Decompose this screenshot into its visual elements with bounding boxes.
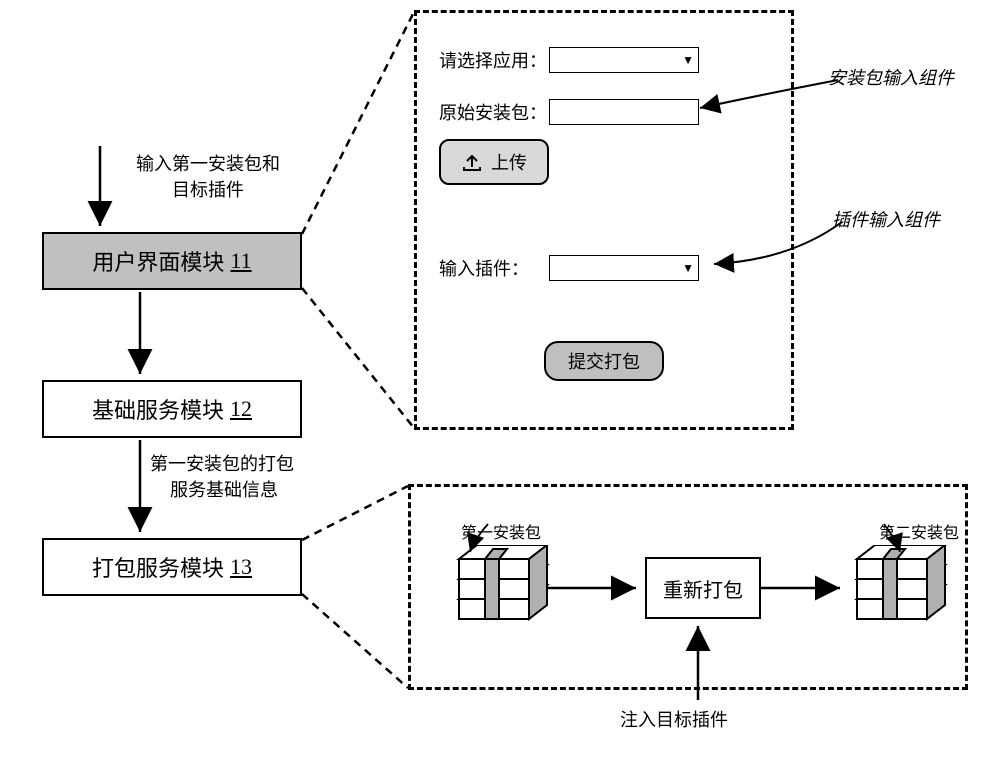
upload-button[interactable]: 上传 xyxy=(439,139,549,185)
pkg1-label: 第一安装包 xyxy=(461,519,541,543)
annot-plugin-input: 插件输入组件 xyxy=(832,206,940,232)
repack-box: 重新打包 xyxy=(645,557,761,619)
chevron-down-icon: ▼ xyxy=(682,53,694,68)
repack-panel: 第一安装包 重新打包 第二安装包 xyxy=(408,484,968,690)
inject-label: 注入目标插件 xyxy=(620,706,728,732)
label-select-app: 请选择应用： xyxy=(439,47,549,73)
label-orig-pkg: 原始安装包： xyxy=(439,99,549,125)
top-input-label: 输入第一安装包和 目标插件 xyxy=(108,150,308,202)
mid-arrow-label: 第一安装包的打包 服务基础信息 xyxy=(150,450,370,502)
row-orig-pkg: 原始安装包： xyxy=(439,99,769,125)
select-plugin-dropdown[interactable]: ▼ xyxy=(549,255,699,281)
module-pack-service: 打包服务模块13 xyxy=(42,538,302,596)
row-plugin: 输入插件： ▼ xyxy=(439,255,769,281)
row-select-app: 请选择应用： ▼ xyxy=(439,47,769,73)
select-app-dropdown[interactable]: ▼ xyxy=(549,47,699,73)
upload-icon xyxy=(461,153,483,171)
package2-icon xyxy=(839,545,949,629)
chevron-down-icon: ▼ xyxy=(682,261,694,276)
input-orig-pkg[interactable] xyxy=(549,99,699,125)
module-ui: 用户界面模块11 xyxy=(42,232,302,290)
ui-form-panel: 请选择应用： ▼ 原始安装包： 上传 输入插件： ▼ 提交打包 xyxy=(414,10,794,430)
submit-pack-button[interactable]: 提交打包 xyxy=(544,341,664,381)
package1-icon xyxy=(441,545,551,629)
pkg2-label: 第二安装包 xyxy=(859,519,959,543)
annot-pkg-input: 安装包输入组件 xyxy=(828,64,954,90)
label-plugin: 输入插件： xyxy=(439,255,549,281)
module-base-service: 基础服务模块12 xyxy=(42,380,302,438)
